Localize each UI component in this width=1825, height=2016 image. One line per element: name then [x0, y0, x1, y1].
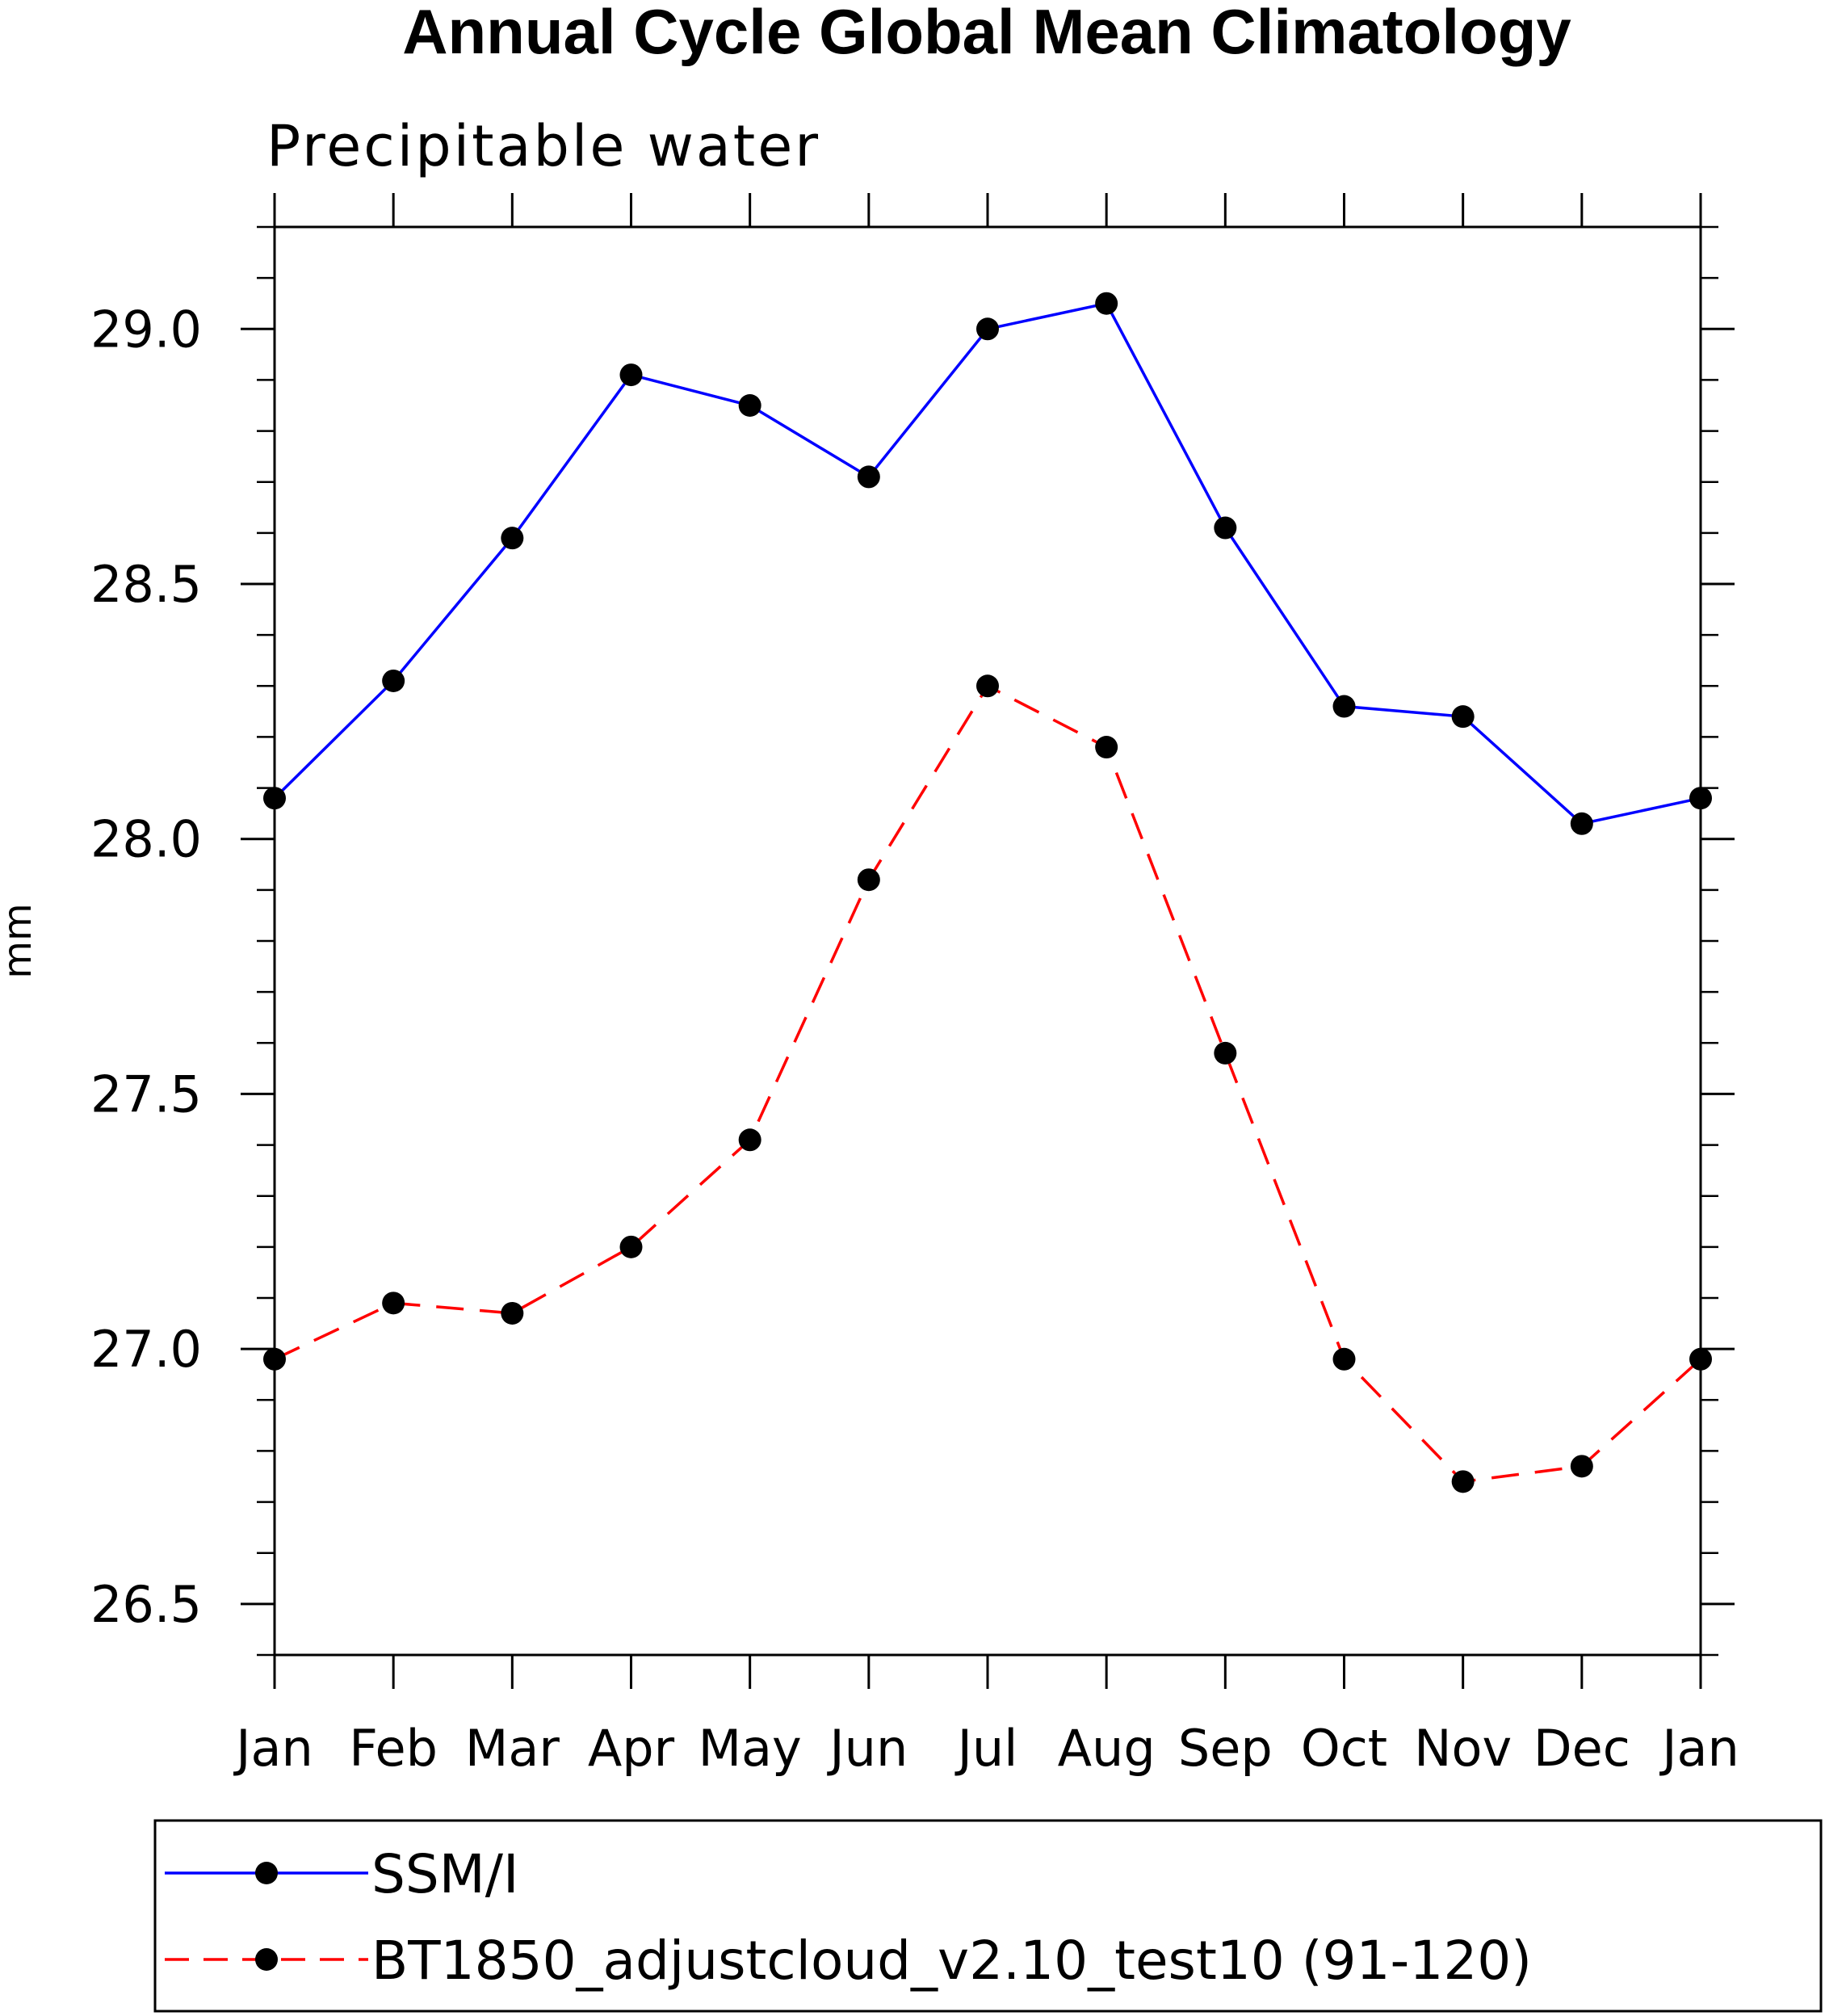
legend-items: SSM/I BT1850_adjustcloud_v2.10_test10 (91…	[165, 1843, 1532, 1992]
data-point-series-2	[619, 1235, 643, 1258]
data-point-series-2	[1332, 1347, 1356, 1371]
y-axis-label: mm	[0, 903, 40, 979]
chart-subtitle: Precipitable water	[266, 113, 820, 179]
x-tick-label: Oct	[1301, 1719, 1387, 1778]
legend-label-2: BT1850_adjustcloud_v2.10_test10 (91-120)	[371, 1930, 1532, 1992]
y-tick-label: 26.5	[90, 1575, 202, 1634]
data-point-series-1	[382, 669, 405, 692]
x-ticks: Jan Feb Mar Apr May Jun Jul Aug Sep Oct Nov Dec Jan	[233, 193, 1739, 1778]
legend: SSM/I BT1850_adjustcloud_v2.10_test10 (91…	[153, 1819, 1823, 2013]
y-tick-label: 27.5	[90, 1065, 202, 1124]
x-tick-label: Sep	[1178, 1719, 1273, 1778]
data-point-series-1	[1214, 516, 1237, 540]
x-tick-label: Jun	[826, 1719, 908, 1778]
data-point-series-2	[263, 1347, 286, 1371]
data-point-series-2	[976, 674, 999, 698]
data-point-series-1	[501, 527, 524, 550]
data-point-series-1	[1332, 695, 1356, 718]
x-tick-label: May	[699, 1719, 802, 1778]
data-point-series-1	[857, 465, 880, 489]
x-tick-label: Mar	[465, 1719, 560, 1778]
y-tick-label: 27.0	[90, 1320, 202, 1379]
data-point-series-1	[738, 394, 761, 417]
x-tick-label: Jul	[954, 1719, 1018, 1778]
data-point-series-2	[1689, 1347, 1712, 1371]
x-tick-label: Dec	[1533, 1719, 1630, 1778]
data-point-series-1	[263, 787, 286, 810]
data-point-series-2	[1095, 736, 1118, 759]
series-line-2	[274, 683, 1702, 1484]
chart-title: Annual Cycle Global Mean Climatology	[402, 0, 1571, 67]
x-tick-label: Jan	[1659, 1719, 1739, 1778]
legend-marker-2	[255, 1948, 278, 1971]
legend-box	[153, 1819, 1823, 2013]
plot-frame	[273, 225, 1702, 1657]
legend-label-1: SSM/I	[371, 1843, 518, 1905]
data-point-series-2	[1570, 1455, 1593, 1478]
legend-marker-1	[255, 1862, 278, 1884]
x-tick-label: Aug	[1058, 1719, 1156, 1778]
y-tick-label: 28.0	[90, 810, 202, 869]
y-tick-label: 28.5	[90, 555, 202, 614]
series-line-1	[273, 301, 1701, 825]
x-tick-label: Jan	[233, 1719, 313, 1778]
y-ticks: 26.5 27.0 27.5 28.0 28.5 29.0	[90, 300, 1735, 1634]
data-point-series-1	[1689, 787, 1712, 810]
data-point-series-2	[1451, 1470, 1475, 1493]
data-point-series-1	[1570, 812, 1593, 835]
data-point-series-2	[501, 1301, 524, 1325]
data-point-series-2	[738, 1128, 761, 1152]
minor-ticks	[257, 225, 1718, 1657]
data-point-series-2	[382, 1292, 405, 1315]
data-point-series-2	[857, 868, 880, 892]
series-layer	[263, 292, 1712, 1493]
x-tick-label: Feb	[349, 1719, 438, 1778]
data-point-series-1	[619, 363, 643, 387]
data-point-series-1	[1451, 705, 1475, 729]
x-tick-label: Nov	[1414, 1719, 1512, 1778]
data-point-series-1	[976, 317, 999, 341]
x-tick-label: Apr	[588, 1719, 675, 1778]
data-point-series-1	[1095, 292, 1118, 315]
data-point-series-2	[1214, 1041, 1237, 1065]
y-tick-label: 29.0	[90, 300, 202, 359]
